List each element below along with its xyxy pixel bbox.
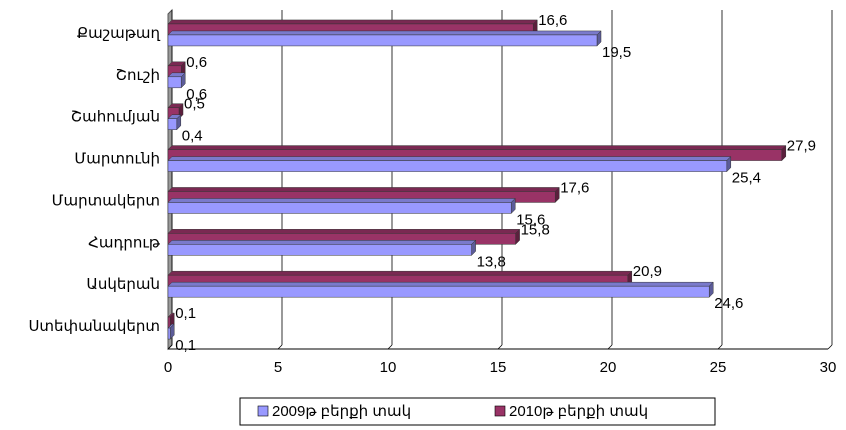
x-tick-label: 30 — [820, 359, 837, 376]
bar-top — [167, 187, 560, 192]
value-label: 19,5 — [602, 44, 631, 61]
bar — [167, 285, 710, 298]
grid-line-floor — [607, 344, 613, 350]
value-label: 0,1 — [175, 305, 196, 322]
bar-top — [167, 270, 633, 276]
grid-line-floor — [497, 344, 503, 350]
value-label: 16,6 — [538, 12, 567, 29]
value-label: 0,1 — [175, 337, 196, 354]
bar — [167, 34, 598, 47]
x-tick-label: 10 — [380, 359, 397, 376]
legend-box — [239, 397, 716, 426]
value-label: 0,6 — [186, 54, 207, 71]
value-label: 0,5 — [184, 96, 205, 113]
y-tick-label: Ասկերան — [86, 276, 160, 293]
legend-label: 2010թ բերքի տակ — [509, 403, 648, 420]
bar-top — [167, 198, 516, 203]
bar — [167, 327, 171, 340]
value-label: 15,6 — [516, 211, 545, 228]
bar — [167, 202, 512, 214]
y-tick-label: Մարտակերտ — [52, 192, 160, 209]
bar-top — [167, 19, 538, 25]
x-tick-label: 25 — [710, 359, 727, 376]
bar — [167, 160, 728, 172]
x-tick-label: 0 — [164, 359, 172, 376]
value-label: 0,4 — [182, 128, 203, 145]
legend-label: 2009թ բերքի տակ — [272, 403, 411, 420]
grid-line-floor — [717, 344, 723, 350]
bar — [167, 76, 182, 89]
bar — [167, 244, 472, 256]
side-wall — [167, 8, 173, 351]
value-label: 27,9 — [787, 138, 816, 155]
value-label: 25,4 — [732, 170, 761, 187]
value-label: 17,6 — [560, 179, 589, 196]
grid-line-floor — [167, 344, 173, 350]
value-label: 20,9 — [633, 263, 662, 280]
value-label: 24,6 — [714, 295, 743, 312]
bar-top — [167, 240, 477, 245]
legend-swatch — [257, 405, 269, 417]
x-tick-label: 15 — [490, 359, 507, 376]
value-label: 15,8 — [521, 221, 550, 238]
bar — [167, 118, 178, 130]
bar-top — [167, 229, 521, 234]
y-tick-label: Շահումյան — [71, 109, 160, 126]
bar-top — [167, 156, 732, 161]
y-tick-label: Ստեփանակերտ — [28, 318, 160, 335]
y-tick-label: Քաշաթաղ — [77, 25, 161, 42]
bar-top — [167, 281, 714, 287]
bar-top — [167, 30, 602, 36]
grid-line-floor — [827, 344, 833, 350]
grid-line-floor — [277, 344, 283, 350]
legend-swatch — [494, 405, 506, 417]
bar-top — [167, 145, 787, 150]
grid-line-floor — [387, 344, 393, 350]
x-tick-label: 5 — [274, 359, 282, 376]
y-tick-label: Հադրութ — [88, 234, 161, 251]
y-tick-label: Մարտունի — [74, 151, 160, 168]
x-tick-label: 20 — [600, 359, 617, 376]
value-label: 0,6 — [186, 86, 207, 103]
value-label: 13,8 — [477, 253, 506, 270]
y-tick-label: Շուշի — [116, 67, 160, 84]
